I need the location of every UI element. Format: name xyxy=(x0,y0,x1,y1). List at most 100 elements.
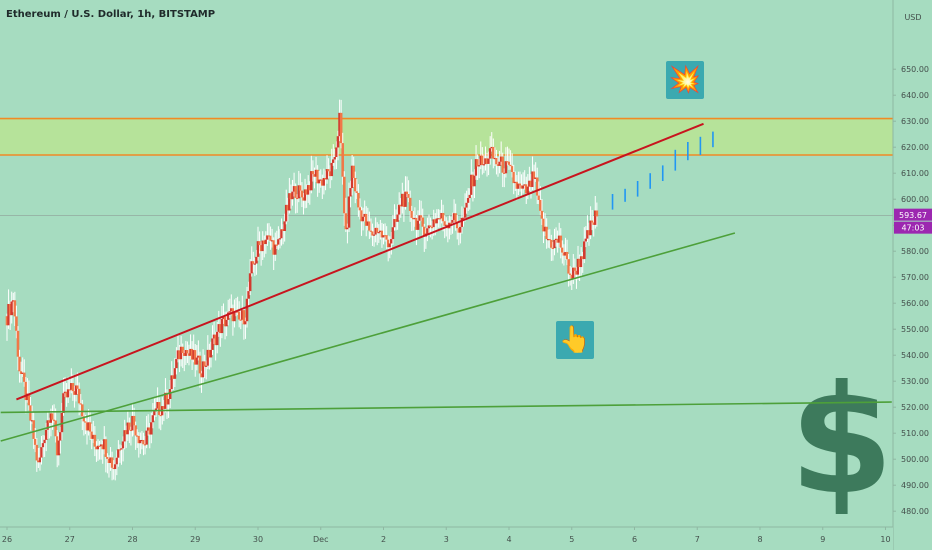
candle-body xyxy=(110,457,114,468)
candle-body xyxy=(364,213,368,226)
candle-body xyxy=(223,316,227,327)
candle-body xyxy=(470,174,473,195)
candle-body xyxy=(134,425,137,436)
candle-body xyxy=(534,177,537,179)
candle-body xyxy=(487,158,490,164)
candle-body xyxy=(258,241,261,246)
candle-body xyxy=(280,229,283,239)
candle-body xyxy=(44,429,48,440)
candle-body xyxy=(98,445,101,447)
candle-body xyxy=(529,180,533,188)
candle-body xyxy=(488,148,492,159)
candle-body xyxy=(255,256,258,264)
candle-body xyxy=(283,221,286,232)
candle-body xyxy=(452,213,456,220)
candle-body xyxy=(299,185,302,191)
time-tick-label: 2 xyxy=(381,535,386,544)
candle-body xyxy=(466,198,470,203)
time-tick-label: 6 xyxy=(632,535,637,544)
time-tick-label: 4 xyxy=(506,535,511,544)
candle-body xyxy=(21,372,24,374)
candle-body xyxy=(197,355,200,358)
candle-body xyxy=(433,219,437,224)
candle-body xyxy=(101,444,104,450)
candle-body xyxy=(30,420,34,422)
candle-body xyxy=(496,164,500,166)
candle-body xyxy=(96,445,100,450)
candle-body xyxy=(586,230,589,239)
candle-body xyxy=(162,406,166,409)
candle-body xyxy=(532,171,536,179)
candle-body xyxy=(270,240,274,242)
candle-body xyxy=(393,219,396,228)
candle-body xyxy=(200,373,203,378)
candle-body xyxy=(281,229,285,232)
candle-body xyxy=(455,222,459,229)
candle-body xyxy=(54,420,57,437)
candle-body xyxy=(19,371,23,374)
candle-body xyxy=(507,161,511,165)
candle-body xyxy=(81,404,84,417)
candle-body xyxy=(383,235,387,237)
candle-body xyxy=(278,238,282,240)
candle-body xyxy=(88,422,92,432)
candle-body xyxy=(82,416,86,422)
candle-body xyxy=(410,210,414,218)
candle-body xyxy=(523,184,526,186)
candle-body xyxy=(339,112,343,144)
candle-body xyxy=(347,196,351,228)
candles xyxy=(5,99,599,481)
candle-body xyxy=(416,220,420,230)
candle-body xyxy=(459,226,462,233)
price-tick-label: 510.00 xyxy=(901,429,929,438)
candle-body xyxy=(148,427,152,435)
candle-body xyxy=(570,274,574,280)
candle-body xyxy=(474,159,478,176)
candle-body xyxy=(190,348,194,360)
candle-body xyxy=(418,215,421,221)
price-tick-label: 520.00 xyxy=(901,403,929,412)
candle-body xyxy=(214,334,217,346)
time-tick-label: 27 xyxy=(65,535,75,544)
candle-body xyxy=(291,191,294,200)
candle-body xyxy=(40,447,43,458)
candle-body xyxy=(231,308,235,322)
candle-body xyxy=(203,361,206,367)
time-tick-label: 29 xyxy=(190,535,200,544)
candle-body xyxy=(435,218,439,224)
time-tick-label: 28 xyxy=(127,535,137,544)
candle-body xyxy=(501,156,505,173)
candle-body xyxy=(506,161,509,163)
candle-body xyxy=(473,175,476,187)
countdown-label: 47:03 xyxy=(901,224,924,233)
candle-body xyxy=(430,226,434,229)
price-tick-label: 650.00 xyxy=(901,65,929,74)
candle-body xyxy=(239,319,243,321)
time-tick-label: 3 xyxy=(444,535,449,544)
candle-body xyxy=(288,193,291,211)
price-tick-label: 550.00 xyxy=(901,325,929,334)
candle-body xyxy=(374,227,377,235)
candle-body xyxy=(567,259,570,274)
candle-body xyxy=(52,419,56,421)
candle-body xyxy=(449,222,453,224)
candle-body xyxy=(510,166,514,172)
currency-label: USD xyxy=(904,13,921,22)
candle-body xyxy=(38,457,42,463)
candle-body xyxy=(399,204,403,207)
candle-body xyxy=(189,348,192,356)
candle-body xyxy=(41,443,45,448)
candle-body xyxy=(330,162,334,177)
candle-body xyxy=(412,217,415,220)
candle-body xyxy=(215,331,219,346)
candle-body xyxy=(366,221,370,226)
candle-body xyxy=(120,448,123,450)
candle-body xyxy=(33,438,37,445)
candle-body xyxy=(195,357,199,365)
candle-body xyxy=(250,261,254,274)
candle-body xyxy=(295,197,299,200)
candle-body xyxy=(273,244,277,255)
candle-body xyxy=(245,298,249,322)
